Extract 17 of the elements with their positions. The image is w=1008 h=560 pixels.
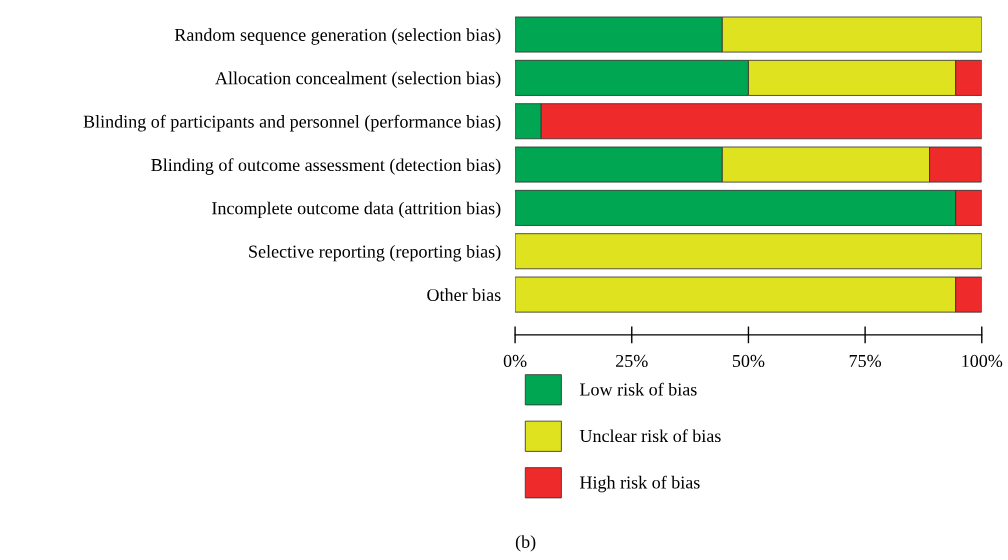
y-tick-label: Allocation concealment (selection bias): [215, 71, 501, 88]
bar: [515, 233, 982, 270]
y-tick-label: Selective reporting (reporting bias): [249, 244, 501, 262]
x-tick-label: 75%: [849, 354, 882, 368]
y-tick-label: Incomplete outcome data (attrition bias): [212, 201, 501, 219]
y-tick-label: Random sequence generation (selection bias): [174, 28, 501, 45]
y-tick-label: Blinding of participants and personnel (performance bias): [83, 114, 501, 132]
x-tick-label: 0%: [503, 354, 527, 368]
y-tick-label: Other bias: [427, 288, 501, 302]
text: (b): [515, 535, 536, 552]
legend-label: High risk of bias: [579, 475, 700, 493]
x-tick-label: 25%: [616, 354, 648, 368]
x-tick-label: 100%: [962, 354, 1003, 368]
legend-label: Unclear risk of bias: [579, 429, 721, 443]
legend-label: Low risk of bias: [579, 382, 697, 396]
x-tick-label: 50%: [732, 354, 765, 368]
y-tick-label: Blinding of outcome assessment (detection bias): [151, 158, 501, 175]
